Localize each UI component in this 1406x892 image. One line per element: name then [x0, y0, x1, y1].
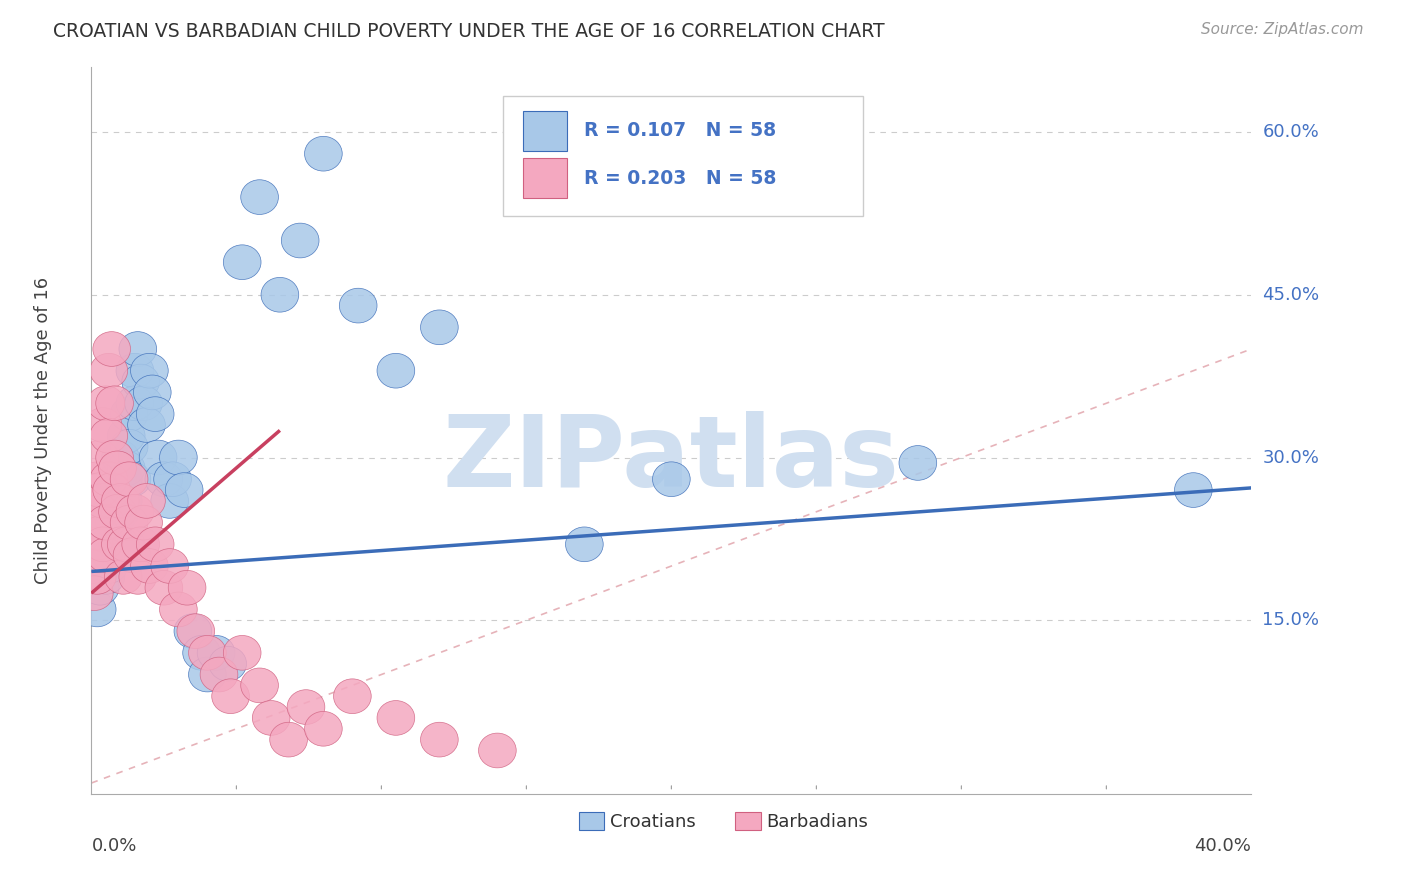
- FancyBboxPatch shape: [735, 812, 761, 830]
- Text: 15.0%: 15.0%: [1263, 611, 1319, 629]
- Text: 45.0%: 45.0%: [1263, 285, 1320, 304]
- Text: Source: ZipAtlas.com: Source: ZipAtlas.com: [1201, 22, 1364, 37]
- Text: CROATIAN VS BARBADIAN CHILD POVERTY UNDER THE AGE OF 16 CORRELATION CHART: CROATIAN VS BARBADIAN CHILD POVERTY UNDE…: [53, 22, 884, 41]
- Text: 30.0%: 30.0%: [1263, 449, 1319, 467]
- Text: Child Poverty Under the Age of 16: Child Poverty Under the Age of 16: [34, 277, 52, 584]
- Text: R = 0.203   N = 58: R = 0.203 N = 58: [585, 169, 776, 187]
- FancyBboxPatch shape: [523, 158, 567, 198]
- FancyBboxPatch shape: [579, 812, 605, 830]
- Text: Barbadians: Barbadians: [766, 813, 869, 830]
- Text: 0.0%: 0.0%: [91, 838, 136, 855]
- Text: ZIPatlas: ZIPatlas: [443, 411, 900, 508]
- Text: R = 0.107   N = 58: R = 0.107 N = 58: [585, 120, 776, 140]
- Text: 60.0%: 60.0%: [1263, 123, 1319, 141]
- Text: 40.0%: 40.0%: [1195, 838, 1251, 855]
- FancyBboxPatch shape: [523, 111, 567, 151]
- Text: Croatians: Croatians: [610, 813, 696, 830]
- FancyBboxPatch shape: [503, 96, 863, 216]
